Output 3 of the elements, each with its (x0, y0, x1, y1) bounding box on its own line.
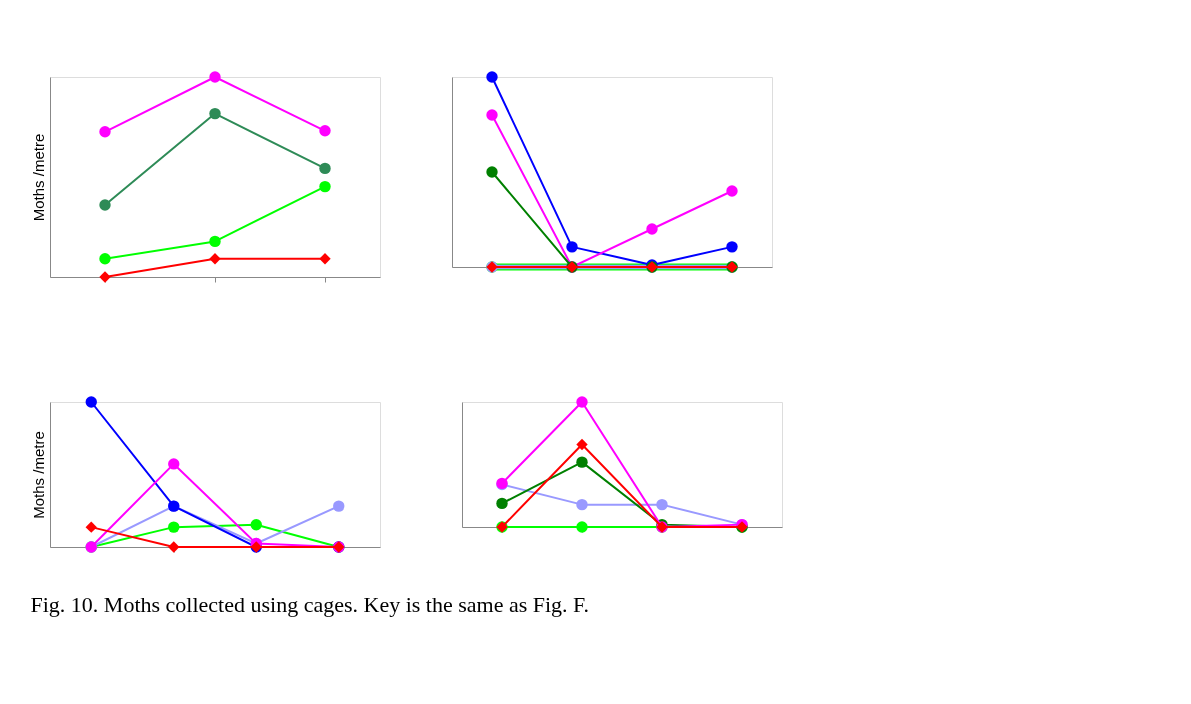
y-axis-title: Moths /metre (29, 431, 47, 519)
y-axis-title: Moths /metre (29, 133, 47, 222)
caption: Fig. 10. Moths collected using cages. Key is the same as Fig. F. (30, 591, 590, 617)
